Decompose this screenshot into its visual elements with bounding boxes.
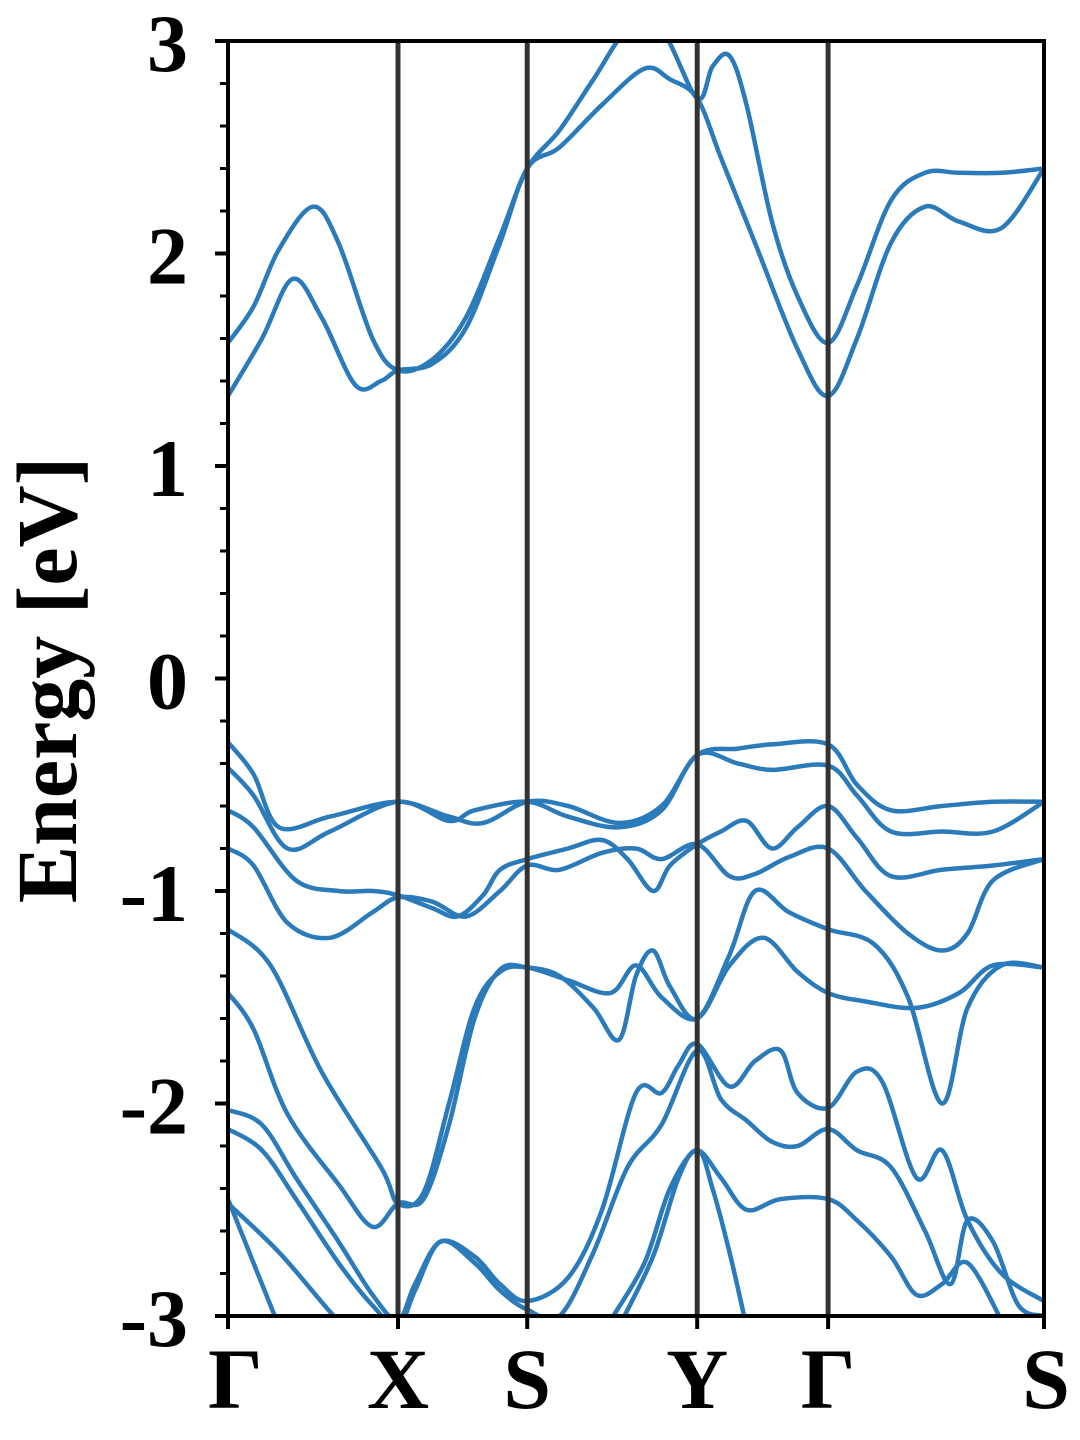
x-tick-label: X — [367, 1331, 429, 1427]
y-tick-label: -1 — [120, 848, 188, 939]
band-line-4 — [228, 750, 1044, 853]
x-tick-label: Γ — [801, 1331, 856, 1427]
y-tick-label: 1 — [147, 423, 188, 514]
x-tick-label: Γ — [208, 1331, 263, 1427]
band-line-2 — [228, 41, 1044, 374]
y-tick-label: 3 — [147, 0, 188, 89]
y-tick-label: -2 — [120, 1061, 188, 1152]
band-line-8 — [228, 887, 1044, 1230]
band-line-11 — [228, 1196, 278, 1316]
y-axis: -3 -2 -1 0 1 2 3 — [120, 0, 228, 1364]
band-line-13 — [621, 1148, 1002, 1316]
band-line-7 — [228, 927, 1044, 1209]
band-line-1 — [228, 65, 1044, 399]
x-tick-label: S — [503, 1331, 551, 1427]
band-line-5 — [228, 803, 1044, 920]
y-axis-title: Energy [eV] — [0, 457, 95, 904]
x-tick-label: S — [1022, 1331, 1070, 1427]
x-tick-label: Y — [666, 1331, 728, 1427]
band-line-6 — [228, 841, 1044, 953]
band-line-9 — [228, 1041, 1044, 1316]
y-tick-label: 0 — [147, 636, 188, 727]
high-symmetry-dividers — [395, 41, 831, 1316]
y-tick-label: 2 — [147, 211, 188, 302]
band-lines — [228, 41, 1044, 1316]
y-tick-label: -3 — [120, 1273, 188, 1364]
plot-frame — [226, 39, 1046, 1318]
band-line-12 — [228, 1201, 337, 1316]
band-line-3 — [228, 738, 1044, 832]
band-line-10 — [228, 1048, 1044, 1316]
